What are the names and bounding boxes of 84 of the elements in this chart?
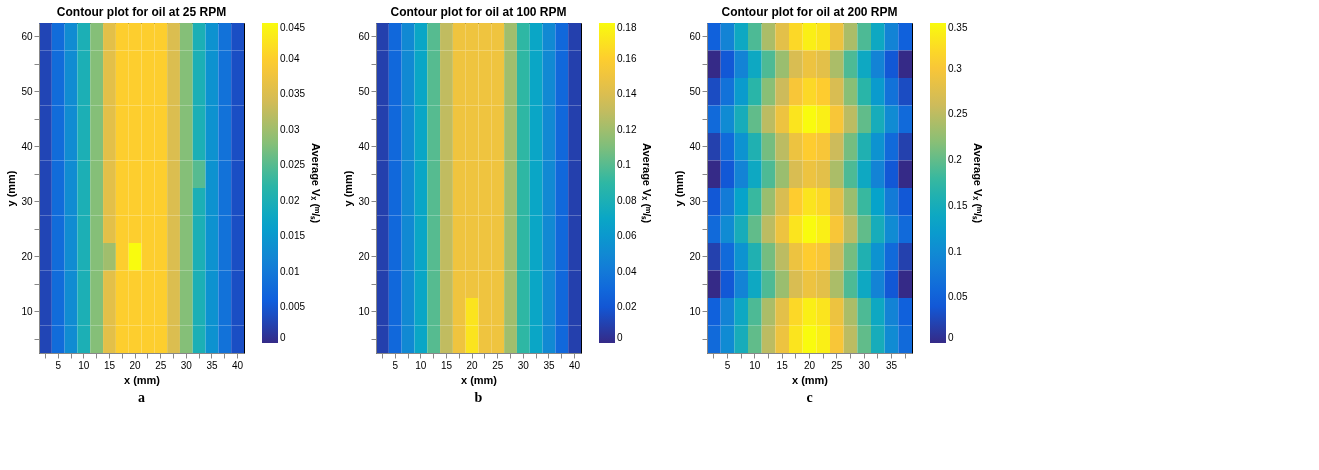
x-tick-label: 25	[492, 359, 504, 371]
y-tick-label: 10	[358, 305, 370, 317]
color-bar-label: 0.035	[280, 88, 306, 100]
y-axis-title: y (mm)	[673, 170, 686, 207]
x-tick-label: 10	[415, 359, 427, 371]
x-tick-label: 30	[517, 359, 530, 371]
y-tick-label: 50	[21, 85, 33, 97]
color-bar-label: 0.03	[280, 123, 300, 135]
text: c	[806, 390, 813, 405]
color-bar-title: Average Vₓ (ᵐ/ₛ)	[972, 142, 984, 224]
x-tick-label: 40	[232, 359, 244, 371]
y-axis-title: y (mm)	[342, 170, 355, 207]
y-tick-label: 10	[689, 305, 701, 317]
color-bar-label: 0.2	[948, 154, 963, 166]
x-tick-label: 10	[78, 359, 90, 371]
x-tick-label: 15	[440, 359, 453, 371]
x-tick-label: 20	[803, 359, 816, 371]
color-bar-label: 0	[280, 332, 286, 343]
color-bar-label: 0.045	[280, 22, 306, 33]
x-tick-label: 5	[392, 359, 399, 371]
color-bar-label: 0.1	[948, 245, 963, 257]
color-bar-label: 0.02	[617, 301, 637, 313]
x-tick-label: 25	[831, 359, 843, 371]
color-bar-label: 0.05	[948, 291, 968, 303]
y-tick-label: 30	[358, 195, 370, 207]
color-bar-label: 0.02	[280, 194, 300, 206]
y-tick-label: 20	[689, 250, 701, 262]
y-tick-label: 40	[689, 140, 701, 152]
color-bar-label: 0.14	[617, 88, 637, 100]
x-tick-label: 25	[155, 359, 167, 371]
x-tick-label: 20	[466, 359, 479, 371]
color-bar-label: 0.005	[280, 301, 306, 313]
y-tick-label: 30	[689, 195, 701, 207]
y-tick-label: 10	[21, 305, 33, 317]
color-bar-label: 0	[617, 332, 623, 343]
x-tick-label: 30	[858, 359, 871, 371]
x-axis-title: x (mm)	[123, 373, 161, 386]
x-tick-label: 10	[749, 359, 761, 371]
color-bar-label: 0.01	[280, 265, 300, 277]
color-bar-label: 0.15	[948, 199, 968, 211]
y-tick-label: 50	[689, 85, 701, 97]
x-tick-label: 20	[129, 359, 142, 371]
color-bar-label: 0.3	[948, 62, 963, 74]
color-bar-label: 0.12	[617, 123, 637, 135]
x-tick-label: 30	[180, 359, 193, 371]
x-tick-label: 5	[55, 359, 62, 371]
color-bar-title: Average Vₓ (ᵐ/ₛ)	[641, 142, 653, 224]
color-bar-label: 0.06	[617, 230, 637, 242]
color-bar-label: 0.08	[617, 194, 637, 206]
chart-title: Contour plot for oil at 25 RPM	[56, 5, 227, 19]
x-tick-label: 40	[569, 359, 581, 371]
color-bar-title: Average Vₓ (ᵐ/ₛ)	[310, 142, 322, 224]
y-tick-label: 40	[358, 140, 370, 152]
x-tick-label: 35	[885, 359, 898, 371]
x-tick-label: 15	[103, 359, 116, 371]
y-tick-label: 20	[21, 250, 33, 262]
y-tick-label: 60	[21, 30, 33, 42]
y-tick-label: 50	[358, 85, 370, 97]
text: a	[138, 390, 145, 405]
color-bar-label: 0.04	[617, 265, 637, 277]
y-tick-label: 20	[358, 250, 370, 262]
y-tick-label: 60	[358, 30, 370, 42]
chart-title: Contour plot for oil at 200 RPM	[721, 5, 898, 19]
x-tick-label: 35	[543, 359, 555, 371]
x-axis-title: x (mm)	[791, 373, 829, 386]
y-tick-label: 30	[21, 195, 33, 207]
color-bar-label: 0.16	[617, 52, 637, 64]
text: b	[474, 390, 483, 405]
color-bar-label: 0.04	[280, 52, 300, 64]
color-bar-label: 0	[948, 332, 954, 343]
color-bar-label: 0.025	[280, 159, 306, 171]
y-axis-title: y (mm)	[5, 170, 18, 207]
color-bar-label: 0.015	[280, 230, 306, 242]
y-tick-label: 40	[21, 140, 33, 152]
color-bar-label: 0.18	[617, 22, 637, 33]
chart-title: Contour plot for oil at 100 RPM	[390, 5, 567, 19]
color-bar-label: 0.1	[617, 159, 632, 171]
x-tick-label: 15	[776, 359, 789, 371]
x-tick-label: 5	[724, 359, 731, 371]
color-bar-label: 0.25	[948, 108, 968, 120]
x-axis-title: x (mm)	[460, 373, 498, 386]
color-bar-label: 0.35	[948, 22, 968, 33]
y-tick-label: 60	[689, 30, 701, 42]
x-tick-label: 35	[206, 359, 218, 371]
